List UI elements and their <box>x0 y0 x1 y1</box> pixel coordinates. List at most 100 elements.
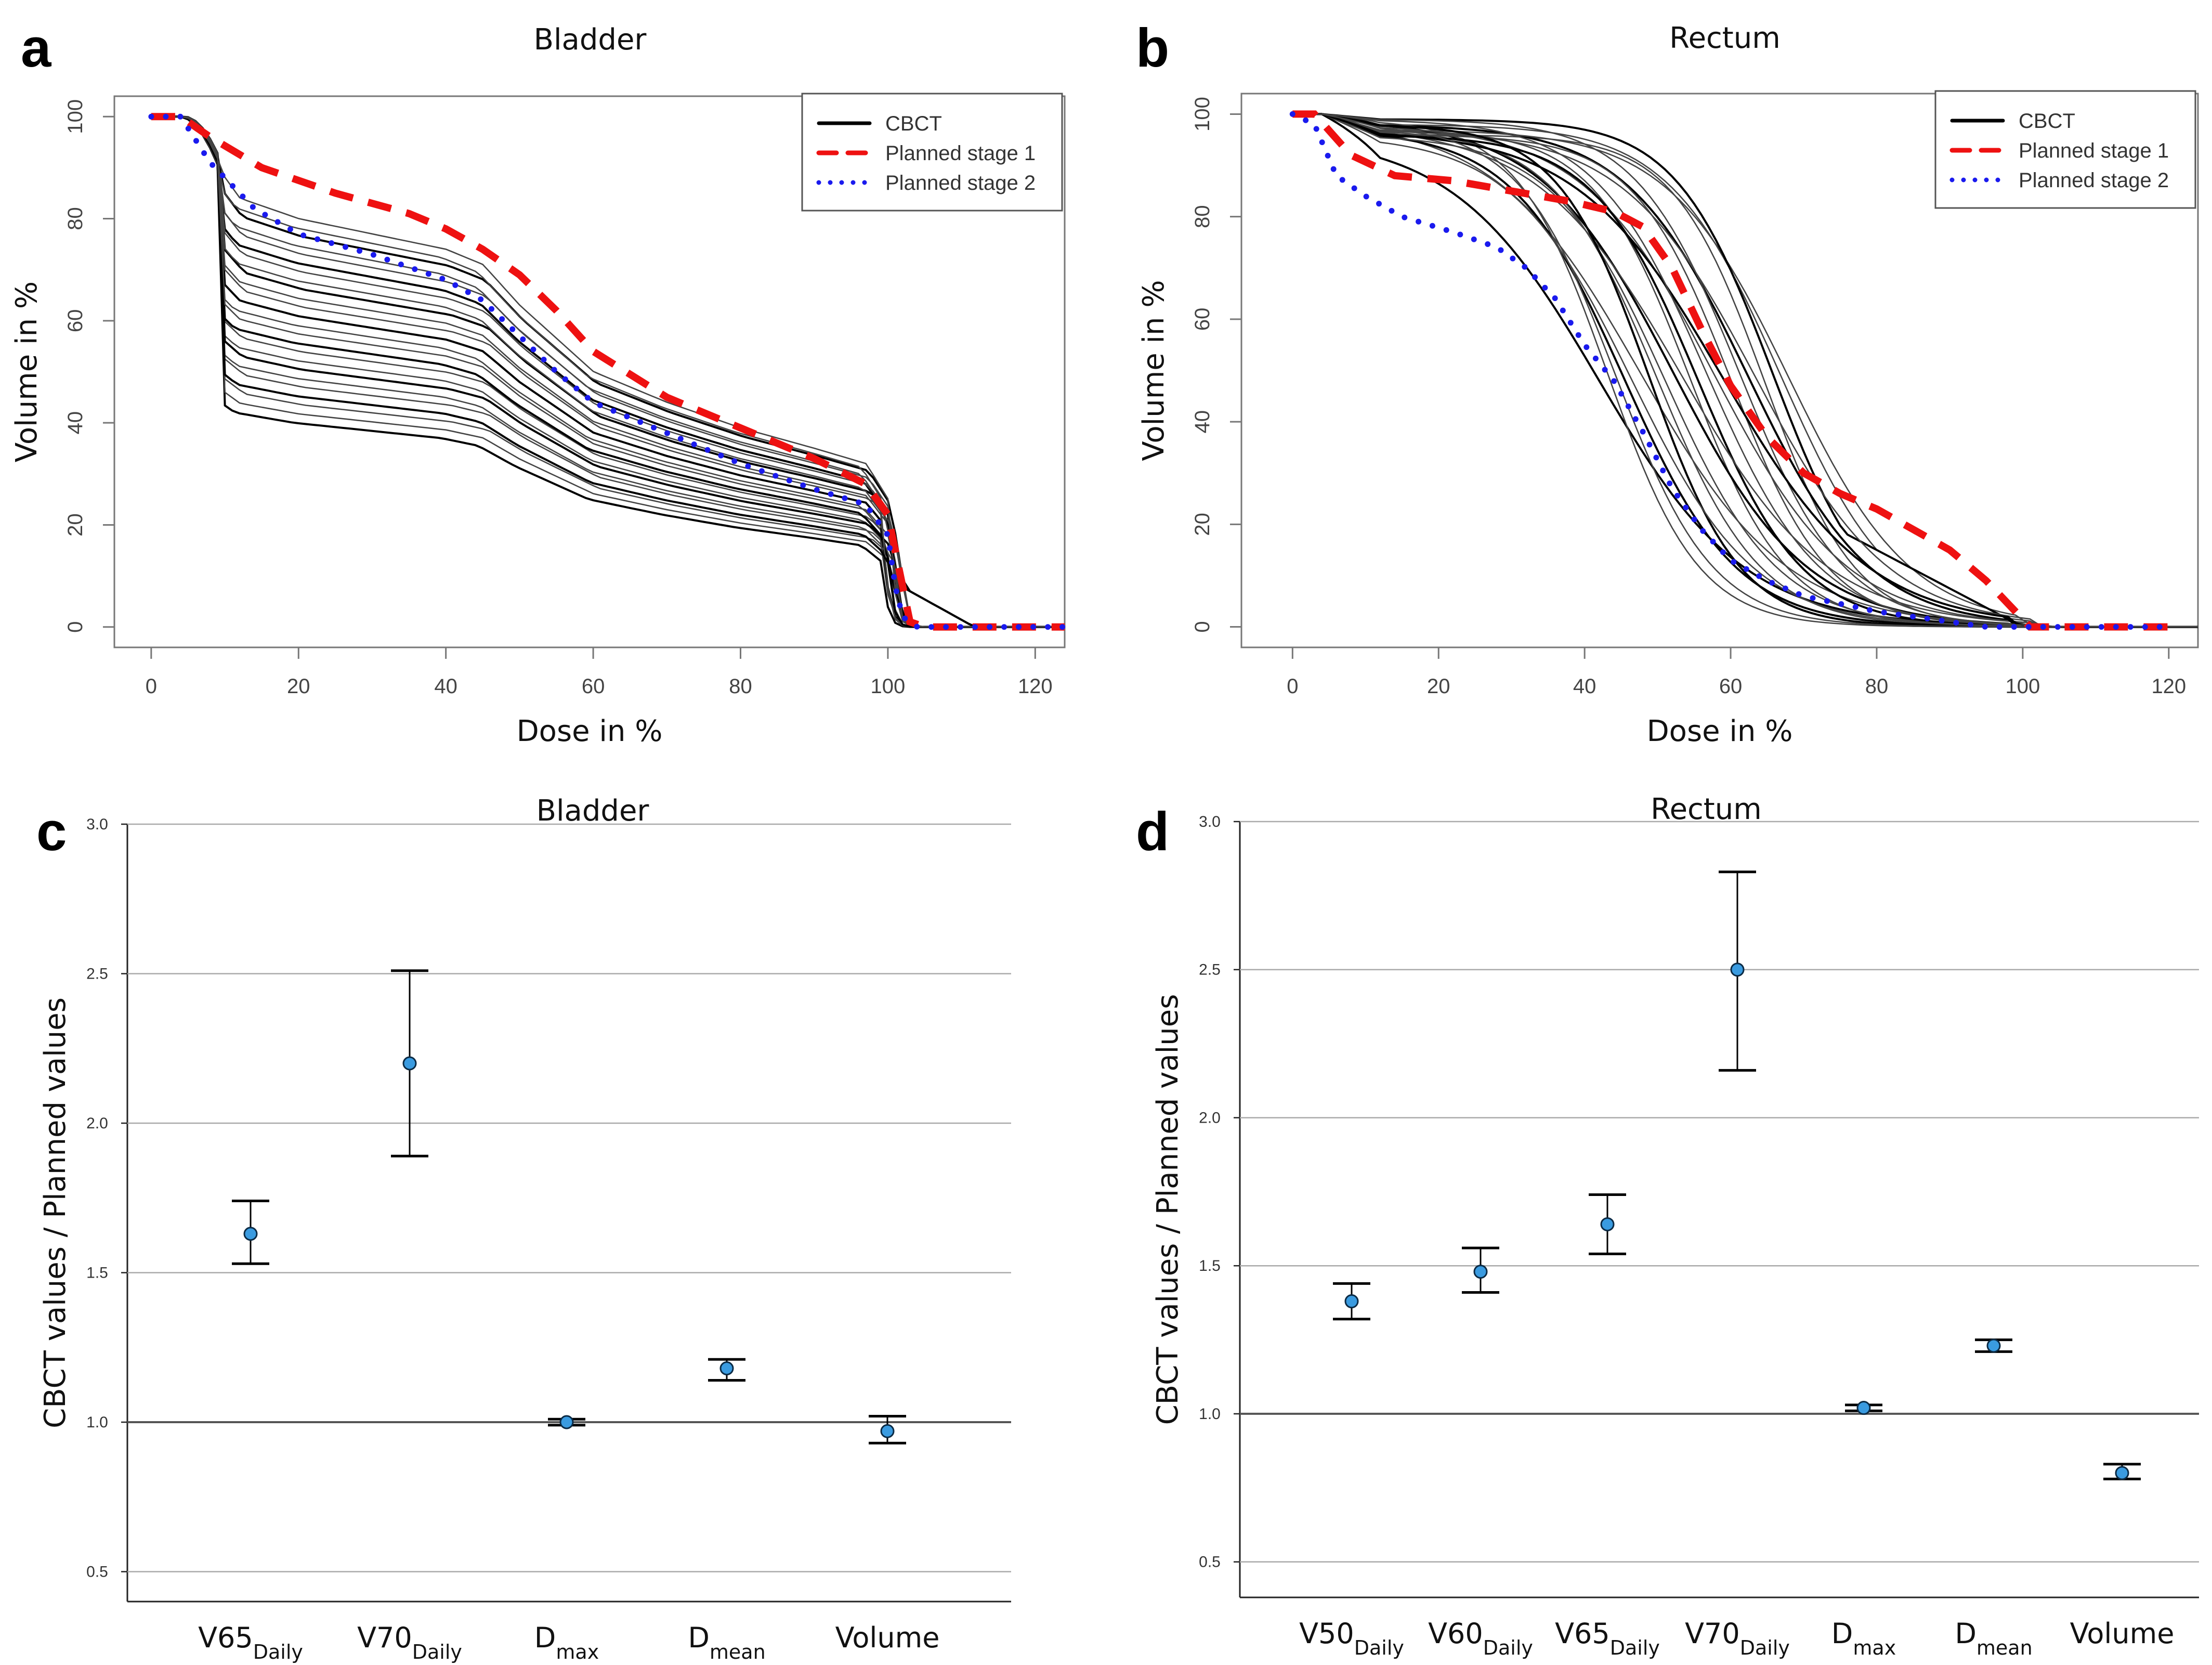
category-label: V50Daily <box>1299 1617 1404 1659</box>
data-point <box>1473 1265 1488 1279</box>
data-point <box>1730 962 1745 977</box>
legend-label: CBCT <box>885 112 942 135</box>
planned-stage-2-curve <box>148 113 1068 630</box>
panel-letter-c: c <box>36 801 67 862</box>
x-tick-label: 80 <box>729 675 752 698</box>
x-tick-label: 120 <box>1018 675 1053 698</box>
category-main: D <box>1955 1617 1977 1650</box>
legend-label: Planned stage 2 <box>2019 169 2169 192</box>
y-axis-label: Volume in % <box>1137 280 1171 461</box>
chart-d-title: Rectum <box>1651 792 1762 826</box>
chart-c-ratio-bladder: 0.5 1.0 1.5 2.0 2.5 3.0 CBCT values / Planned … <box>38 816 1011 1663</box>
y-axis-label: CBCT values / Planned values <box>38 997 72 1428</box>
x-tick-label: 40 <box>434 675 457 698</box>
x-tick-label: 60 <box>582 675 605 698</box>
chart-b-dvh-rectum: 0 20 40 60 80 100 120 0 20 40 60 80 100 Dose in % Volu… <box>1137 90 2199 748</box>
cbct-curve <box>151 115 1065 628</box>
y-tick-label: 0 <box>64 621 87 633</box>
x-axis-label: Dose in % <box>1647 714 1793 748</box>
legend: CBCT Planned stage 1 Planned stage 2 <box>1934 90 2196 209</box>
axes: 0 20 40 60 80 100 120 0 20 40 60 80 100 Dose in % Volu… <box>10 99 1053 748</box>
planned-stage-1-curve <box>151 113 1065 631</box>
y-tick-label: 20 <box>1191 513 1214 536</box>
x-tick-label: 120 <box>2151 675 2186 698</box>
y-tick-label: 2.5 <box>1199 961 1221 979</box>
y-tick-label: 100 <box>64 99 87 134</box>
error-bar <box>1719 870 1756 1072</box>
error-bar <box>869 1415 906 1445</box>
data-point <box>719 1361 734 1375</box>
legend-box <box>801 93 1063 212</box>
category-label: V60Daily <box>1428 1617 1533 1659</box>
category-subscript: Daily <box>253 1641 303 1663</box>
panel-letter-a: a <box>21 18 52 79</box>
category-label: V65Daily <box>1555 1617 1660 1659</box>
data-point <box>2115 1466 2129 1480</box>
y-tick-label: 2.5 <box>86 966 108 983</box>
x-tick-label: 100 <box>2006 675 2040 698</box>
y-tick-label: 2.0 <box>1199 1109 1221 1126</box>
category-main: V50 <box>1299 1617 1354 1650</box>
category-label: V70Daily <box>1685 1617 1790 1659</box>
category-subscript: Daily <box>1354 1636 1404 1659</box>
category-main: V60 <box>1428 1617 1483 1650</box>
y-tick-label: 0 <box>1191 621 1214 632</box>
y-tick-label: 40 <box>64 411 87 435</box>
chart-b-title: Rectum <box>1669 21 1781 55</box>
chart-a-dvh-bladder: 0 20 40 60 80 100 120 0 20 40 60 80 100 Dose in % Volu… <box>10 93 1068 748</box>
x-tick-label: 20 <box>287 675 310 698</box>
x-tick-label: 20 <box>1427 675 1450 698</box>
x-tick-label: 40 <box>1573 675 1596 698</box>
category-subscript: max <box>1853 1636 1896 1659</box>
x-tick-label: 80 <box>1865 675 1889 698</box>
data-point <box>402 1056 417 1071</box>
category-label: Dmean <box>688 1621 765 1663</box>
legend-label: Planned stage 2 <box>885 172 1036 194</box>
category-main: D <box>688 1621 710 1654</box>
data-point <box>1986 1338 2001 1353</box>
category-subscript: mean <box>1977 1636 2033 1659</box>
y-tick-label: 100 <box>1191 97 1214 132</box>
y-tick-label: 80 <box>64 207 87 230</box>
x-tick-label: 0 <box>146 675 157 698</box>
y-tick-label: 60 <box>64 309 87 333</box>
error-bar <box>2103 1463 2141 1480</box>
y-tick-label: 20 <box>64 513 87 537</box>
category-label: V65Daily <box>198 1621 303 1663</box>
legend-label: CBCT <box>2019 110 2075 133</box>
planned-stage-1-curve <box>1292 110 2169 631</box>
chart-d-ratio-rectum: 0.5 1.0 1.5 2.0 2.5 3.0 CBCT values / Planned … <box>1151 813 2199 1659</box>
y-tick-label: 0.5 <box>1199 1554 1221 1571</box>
error-bar <box>1462 1246 1499 1294</box>
y-tick-label: 1.5 <box>1199 1257 1221 1274</box>
chart-a-title: Bladder <box>534 23 647 57</box>
panel-letter-b: b <box>1136 18 1169 79</box>
category-label: Dmax <box>534 1621 599 1663</box>
y-axis-label: Volume in % <box>10 281 44 462</box>
data-point <box>1344 1294 1359 1309</box>
y-tick-label: 1.0 <box>1199 1406 1221 1423</box>
category-main: V65 <box>1555 1617 1610 1650</box>
category-main: D <box>534 1621 556 1654</box>
y-tick-label: 80 <box>1191 205 1214 228</box>
y-tick-label: 2.0 <box>86 1115 108 1132</box>
planned-stage-2-curve <box>1289 111 2172 630</box>
category-subscript: Daily <box>1740 1636 1790 1659</box>
category-subscript: mean <box>710 1641 766 1663</box>
error-bar <box>1845 1401 1882 1415</box>
data-point <box>243 1227 258 1241</box>
axes: 0 20 40 60 80 100 120 0 20 40 60 80 100 Dose in % Volu… <box>1137 97 2186 748</box>
x-tick-label: 100 <box>871 675 906 698</box>
y-tick-label: 60 <box>1191 308 1214 331</box>
data-point <box>880 1424 895 1438</box>
x-axis-label: Dose in % <box>517 714 663 748</box>
legend: CBCT Planned stage 1 Planned stage 2 <box>801 93 1063 212</box>
category-subscript: Daily <box>412 1641 462 1663</box>
y-axis-label: CBCT values / Planned values <box>1151 994 1185 1425</box>
y-tick-label: 40 <box>1191 410 1214 434</box>
category-label: Dmean <box>1955 1617 2032 1659</box>
category-label: Volume <box>835 1621 940 1654</box>
error-bar <box>1589 1193 1626 1255</box>
y-tick-label: 1.5 <box>86 1265 108 1282</box>
chart-c-title: Bladder <box>536 794 650 828</box>
